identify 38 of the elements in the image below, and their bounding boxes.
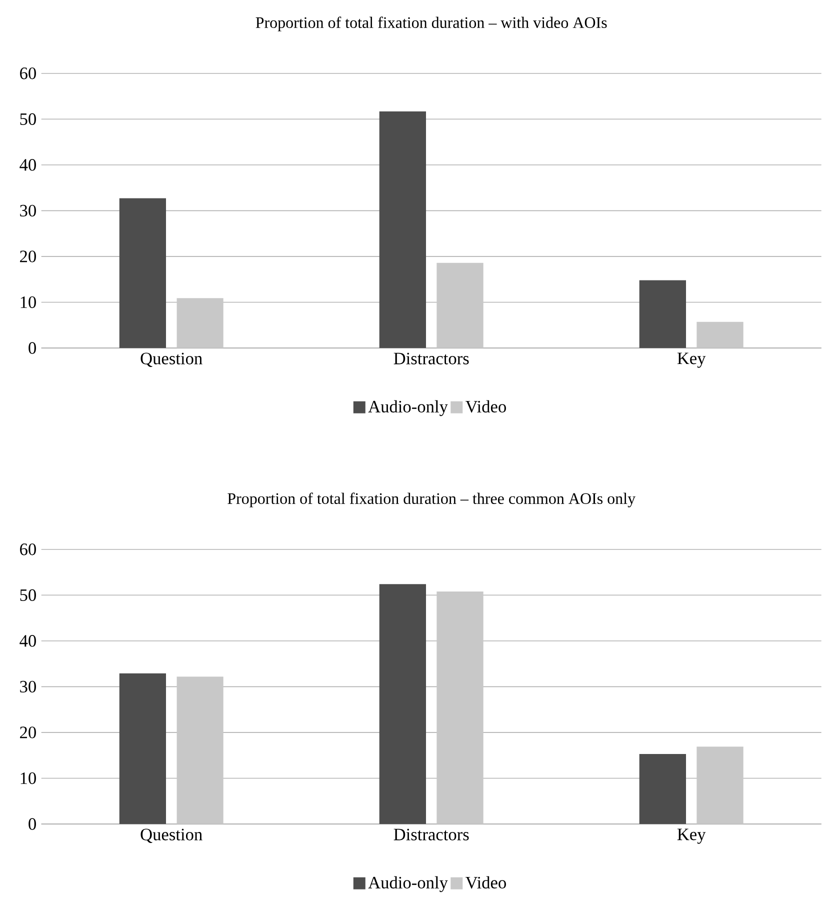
x-tick-label: Key [677,352,706,368]
y-tick-label: 0 [28,818,36,830]
bar [696,746,744,824]
y-tick-label: 60 [20,544,36,556]
y-tick-label: 40 [20,159,36,171]
legend-label: Audio-only [368,876,448,892]
y-tick-label: 10 [20,296,36,308]
bar [639,280,686,348]
y-tick-label: 50 [20,113,36,125]
y-tick-label: 20 [20,726,36,738]
y-tick-label: 20 [20,250,36,262]
chart-title: Proportion of total fixation duration – with video AOIs [256,16,607,32]
legend-label: Video [465,400,506,413]
x-tick-label: Distractors [394,828,469,840]
bar [119,198,166,348]
y-tick-label: 10 [20,772,36,784]
bar [176,676,224,824]
bar [176,298,224,348]
bar [119,673,166,824]
chart-title: Proportion of total fixation duration – three common AOIs only [228,492,636,508]
bar [379,584,426,824]
y-tick-label: 30 [20,204,36,217]
y-tick-label: 60 [20,68,36,80]
legend-label: Audio-only [368,400,448,416]
x-tick-label: Key [677,828,706,844]
y-tick-label: 40 [20,635,36,647]
y-tick-label: 30 [20,680,36,693]
y-tick-label: 0 [28,342,36,354]
x-tick-label: Question [140,352,202,367]
bar [436,591,484,824]
bar [379,111,426,348]
x-tick-label: Distractors [394,352,469,364]
bar [639,754,686,824]
y-tick-label: 50 [20,589,36,601]
bar [436,262,484,348]
bar [696,322,744,348]
x-tick-label: Question [140,828,202,843]
legend-label: Video [465,876,506,889]
